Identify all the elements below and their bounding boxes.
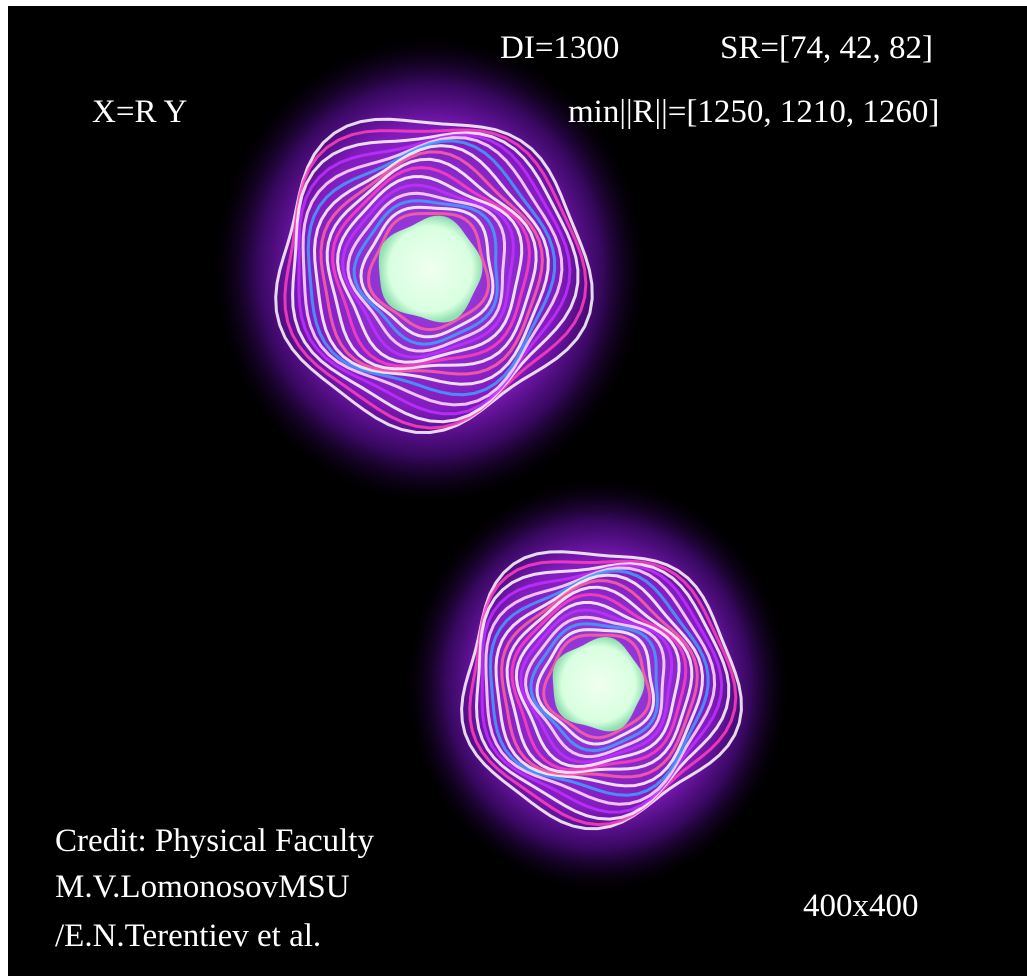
credit-line: /E.N.Terentiev et al. [55, 918, 321, 954]
credit-line: Credit: Physical Faculty [55, 823, 374, 859]
min-r-label: min||R||=[1250, 1210, 1260] [568, 94, 939, 130]
page: DI=1300 SR=[74, 42, 82] X=R Y min||R||=[… [0, 0, 1027, 976]
di-label: DI=1300 [500, 30, 619, 66]
image: DI=1300 SR=[74, 42, 82] X=R Y min||R||=[… [0, 0, 1027, 976]
size-label: 400x400 [803, 888, 919, 924]
sr-label: SR=[74, 42, 82] [720, 30, 933, 66]
axes-label: X=R Y [92, 94, 187, 130]
credit-line: M.V.LomonosovMSU [55, 869, 350, 905]
